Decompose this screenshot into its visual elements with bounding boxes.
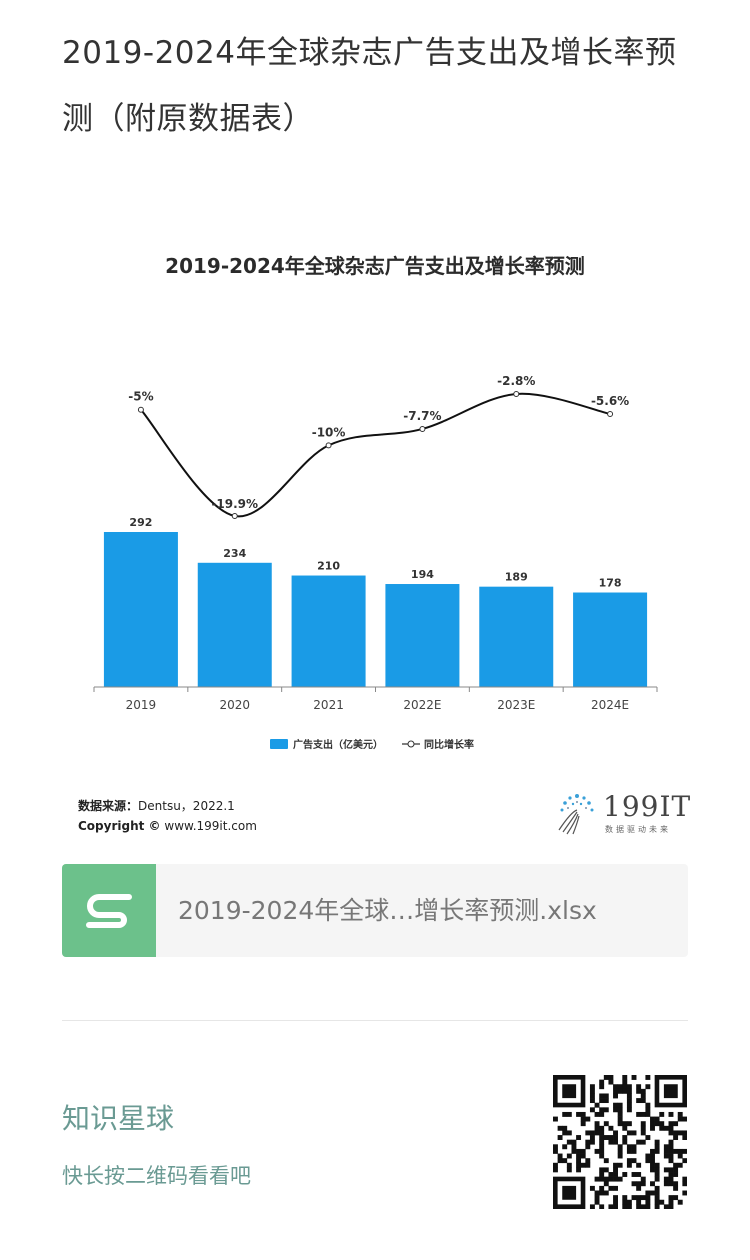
bar-2023E — [479, 586, 554, 687]
growth-rate-point — [513, 391, 520, 397]
growth-rate-label: -2.8% — [497, 374, 535, 388]
qr-code[interactable] — [553, 1075, 688, 1210]
bar-2024E — [573, 592, 648, 687]
growth-rate-label: -10% — [312, 425, 346, 439]
source-info: 数据来源：Dentsu，2022.1 Copyright © www.199it… — [78, 796, 257, 836]
legend-bar-swatch — [270, 739, 288, 749]
file-name: 2019-2024年全球…增长率预测.xlsx — [178, 896, 597, 925]
x-tick-label: 2022E — [403, 698, 441, 712]
copyright: Copyright © www.199it.com — [78, 816, 257, 836]
bar-2020 — [197, 562, 272, 687]
bar-value-label: 194 — [411, 568, 434, 581]
x-tick-label: 2019 — [126, 698, 157, 712]
x-tick-label: 2023E — [497, 698, 535, 712]
source-value: Dentsu，2022.1 — [138, 799, 235, 813]
logo-199it: 199IT 数据驱动未来 — [553, 790, 703, 836]
promo-title: 知识星球 — [62, 1102, 175, 1135]
bar-value-label: 189 — [505, 571, 528, 584]
growth-rate-label: -19.9% — [211, 497, 258, 511]
bar-2021 — [291, 575, 366, 687]
growth-rate-label: -7.7% — [403, 409, 441, 423]
promo-subtitle: 快长按二维码看看吧 — [62, 1164, 251, 1188]
growth-rate-label: -5% — [128, 390, 153, 404]
bar-2019 — [103, 532, 178, 687]
copyright-label: Copyright © — [78, 819, 161, 833]
growth-rate-point — [137, 406, 144, 413]
x-tick-label: 2024E — [591, 698, 629, 712]
x-tick-label: 2020 — [219, 698, 250, 712]
logo-text: 199IT — [603, 790, 692, 823]
divider — [62, 1020, 688, 1021]
growth-rate-point — [231, 513, 238, 519]
data-source: 数据来源：Dentsu，2022.1 — [78, 796, 257, 816]
chart-title: 2019-2024年全球杂志广告支出及增长率预测 — [165, 254, 585, 278]
legend-bar-label: 广告支出（亿美元） — [293, 738, 383, 751]
x-tick-label: 2021 — [313, 698, 344, 712]
growth-rate-point — [325, 442, 332, 449]
bar-value-label: 178 — [599, 577, 622, 590]
file-attachment-card[interactable]: 2019-2024年全球…增长率预测.xlsx — [62, 864, 688, 957]
logo-subtitle: 数据驱动未来 — [605, 825, 671, 834]
qr-code-icon — [553, 1075, 688, 1210]
bar-2022E — [385, 584, 460, 687]
growth-rate-label: -5.6% — [591, 394, 629, 408]
chart: 292 234 210 194 189 178 2019 2020 2021 2022E 2023E… — [60, 230, 690, 850]
bar-value-label: 234 — [223, 547, 246, 560]
article-title: 2019-2024年全球杂志广告支出及增长率预测（附原数据表） — [62, 35, 677, 137]
bar-value-label: 292 — [129, 516, 152, 529]
spreadsheet-s-icon — [62, 864, 156, 957]
chart-canvas: 292 234 210 194 189 178 2019 2020 2021 2022E 2023E… — [93, 374, 658, 751]
bar-value-label: 210 — [317, 560, 340, 573]
source-label: 数据来源： — [78, 799, 139, 813]
growth-rate-point — [419, 425, 426, 432]
legend-line-marker — [407, 740, 415, 748]
dandelion-logo-icon — [558, 794, 594, 835]
copyright-value: www.199it.com — [164, 819, 257, 833]
growth-rate-point — [607, 410, 614, 417]
legend-line-label: 同比增长率 — [424, 738, 474, 751]
